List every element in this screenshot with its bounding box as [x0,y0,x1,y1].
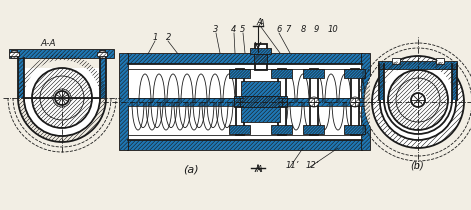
Circle shape [32,68,92,128]
Circle shape [350,97,360,107]
Bar [128,140,362,150]
Text: 10: 10 [328,25,339,34]
Bar [345,126,365,134]
Text: 2: 2 [166,33,171,42]
Bar [128,140,362,150]
Bar [235,97,287,107]
Bar [436,58,444,64]
Bar [272,70,292,78]
Circle shape [55,91,69,105]
Circle shape [372,56,464,148]
Circle shape [309,97,319,107]
Bar [304,70,324,78]
Circle shape [364,48,471,156]
Bar [9,52,19,56]
Bar [230,126,250,134]
Bar [120,54,128,150]
Text: 12’: 12’ [306,161,319,170]
Bar [251,49,271,54]
Bar [278,69,286,135]
Text: 1: 1 [153,33,158,42]
Text: A-A: A-A [40,39,56,48]
Bar [128,54,362,64]
Bar [99,50,105,58]
Bar [11,50,17,58]
Bar [452,64,457,100]
Bar [128,54,362,64]
Bar [10,50,114,58]
Bar [255,44,267,70]
Bar [100,58,106,98]
Text: 11’: 11’ [286,161,300,170]
Text: 4: 4 [231,25,236,34]
Bar [128,64,362,140]
Bar [345,126,365,134]
Bar [236,69,244,135]
Circle shape [235,97,245,107]
Bar [18,58,24,98]
Bar [242,82,280,122]
Bar [120,54,128,150]
Circle shape [411,93,425,107]
Text: 7: 7 [285,25,291,34]
Text: (b): (b) [410,160,424,170]
Bar [310,69,318,135]
Text: 9: 9 [314,25,319,34]
Circle shape [380,64,456,140]
Bar [379,62,457,69]
Bar [278,98,364,106]
Bar [242,82,280,122]
Text: 3: 3 [213,25,219,34]
Bar [379,62,457,69]
Bar [392,58,400,64]
Text: 5: 5 [240,25,245,34]
Bar [304,126,324,134]
Text: (a): (a) [183,164,199,174]
Bar [235,97,287,107]
Bar [384,70,452,100]
Text: 6: 6 [276,25,281,34]
Bar [272,126,292,134]
Bar [278,98,364,106]
Bar [100,58,106,98]
Text: 8: 8 [301,25,306,34]
Text: A: A [258,19,264,28]
Text: A: A [256,165,262,174]
Bar [304,70,324,78]
Wedge shape [24,98,100,136]
Bar [379,64,384,100]
Bar [128,98,243,106]
Bar [272,126,292,134]
Text: A: A [256,18,262,27]
Bar [272,70,292,78]
Bar [345,70,365,78]
Bar [345,70,365,78]
Bar [230,70,250,78]
Bar [351,69,359,135]
Bar [128,98,243,106]
Circle shape [277,97,287,107]
Bar [24,68,100,98]
Bar [362,54,370,150]
Bar [97,52,107,56]
Bar [18,58,24,98]
Bar [251,49,271,54]
Wedge shape [384,100,452,134]
Bar [230,70,250,78]
Bar [230,126,250,134]
Bar [362,54,370,150]
Bar [255,54,267,64]
Bar [10,50,114,58]
Bar [304,126,324,134]
